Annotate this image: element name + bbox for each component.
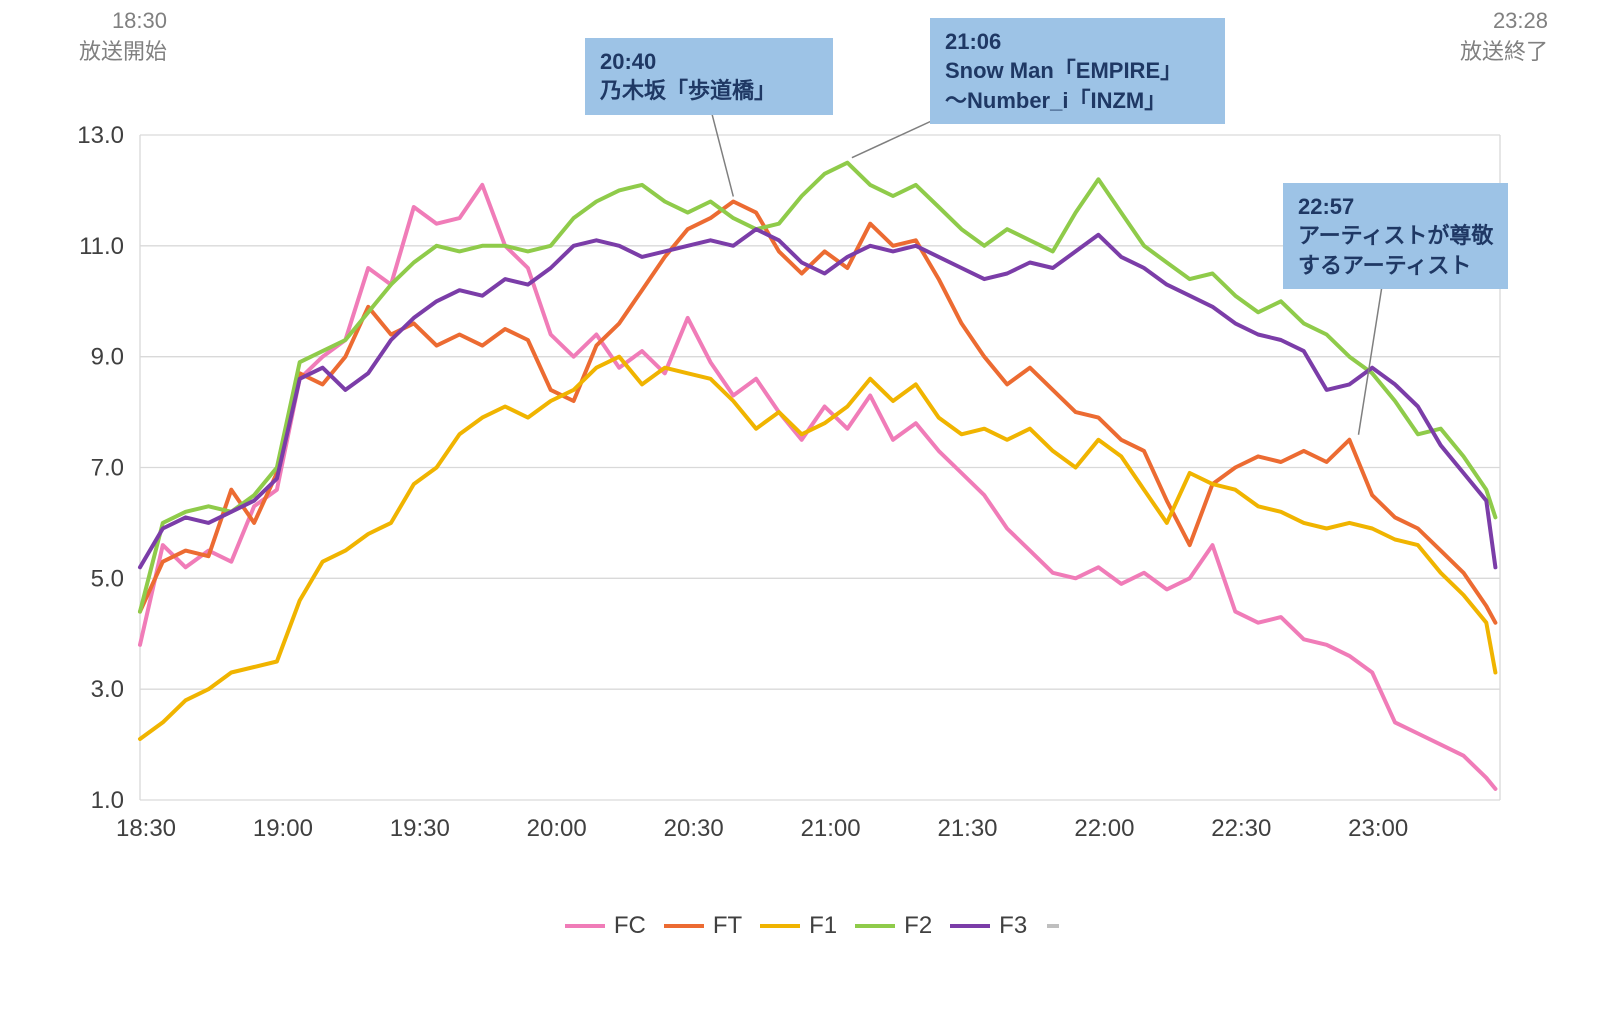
- x-tick-label: 20:00: [527, 815, 587, 842]
- annotation-2257-artist-respect: 22:57 アーティストが尊敬 するアーティスト: [1283, 183, 1509, 290]
- legend-label-F3: F3: [999, 912, 1028, 939]
- legend-swatch-F3: [950, 924, 991, 928]
- legend-item-F3: F3: [950, 912, 1027, 940]
- series-line-FT: [138, 199, 1498, 625]
- y-tick-label: 3.0: [91, 676, 124, 703]
- legend-label-F1: F1: [809, 912, 838, 939]
- annotation-text-line: 21:06: [945, 29, 1002, 54]
- annotation-text-line: アーティストが尊敬: [1298, 223, 1494, 249]
- y-tick-label: 5.0: [91, 565, 124, 592]
- x-tick-label: 22:30: [1211, 815, 1271, 842]
- broadcast-start-time: 18:30: [111, 8, 167, 33]
- broadcast-start-caption: 放送開始: [78, 38, 167, 64]
- x-tick-label: 22:00: [1074, 815, 1134, 842]
- broadcast-end-time: 23:28: [1492, 8, 1548, 33]
- annotation-text-line: Snow Man「EMPIRE」: [945, 58, 1183, 84]
- legend-swatch-F2: [855, 924, 896, 928]
- y-tick-label: 7.0: [91, 455, 124, 482]
- legend-label-FT: FT: [712, 912, 743, 939]
- series-line-F2: [138, 160, 1498, 614]
- x-tick-label: 21:30: [937, 815, 997, 842]
- annotation-text-line: するアーティスト: [1298, 252, 1472, 278]
- broadcast-end-caption: 放送終了: [1459, 38, 1548, 64]
- annotation-leader-line: [851, 117, 939, 159]
- broadcast-end-label: 23:28 放送終了: [1460, 6, 1548, 68]
- x-tick-label: 20:30: [664, 815, 724, 842]
- chart-legend: FC FT F1 F2 F3: [0, 912, 1624, 940]
- annotation-text-line: 〜Number_i「INZM」: [945, 87, 1167, 113]
- y-tick-label: 1.0: [91, 787, 124, 814]
- annotation-text-line: 乃木坂「歩道橋」: [600, 78, 777, 104]
- annotation-2106-snowman-numberi: 21:06 Snow Man「EMPIRE」 〜Number_i「INZM」: [930, 18, 1225, 125]
- legend-swatch-F1: [760, 924, 801, 928]
- series-line-F1: [138, 354, 1498, 741]
- legend-item-F2: F2: [855, 912, 932, 940]
- annotation-leader-line: [1357, 285, 1383, 435]
- x-tick-label: 21:00: [801, 815, 861, 842]
- legend-label-F2: F2: [904, 912, 933, 939]
- legend-label-FC: FC: [613, 912, 646, 939]
- series-line-FC: [138, 182, 1498, 791]
- series-line-F3: [138, 227, 1498, 570]
- x-tick-label: 23:00: [1348, 815, 1408, 842]
- y-tick-label: 13.0: [77, 122, 124, 149]
- legend-extra-dash: [1047, 924, 1060, 928]
- annotation-text-line: 20:40: [600, 49, 657, 74]
- broadcast-start-label: 18:30 放送開始: [52, 6, 167, 68]
- y-tick-label: 9.0: [91, 344, 124, 371]
- annotation-text-line: 22:57: [1298, 194, 1355, 219]
- legend-swatch-FT: [663, 924, 704, 928]
- legend-swatch-FC: [564, 924, 605, 928]
- x-tick-label: 18:30: [116, 815, 176, 842]
- annotation-2040-nogizaka: 20:40 乃木坂「歩道橋」: [585, 38, 833, 115]
- annotation-leader-line: [711, 113, 735, 197]
- legend-item-FT: FT: [663, 912, 743, 940]
- x-tick-label: 19:00: [253, 815, 313, 842]
- x-tick-label: 19:30: [390, 815, 450, 842]
- legend-item-FC: FC: [564, 912, 646, 940]
- legend-item-F1: F1: [760, 912, 837, 940]
- y-tick-label: 11.0: [79, 233, 124, 260]
